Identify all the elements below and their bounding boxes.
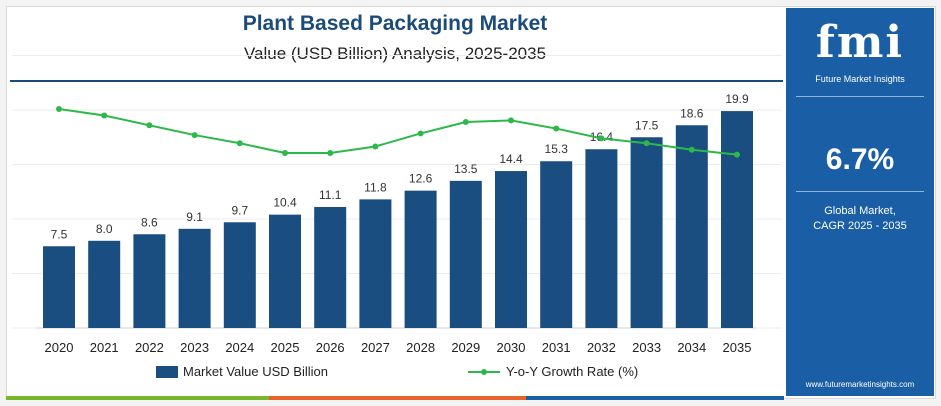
bar-value-label: 8.6 [141, 215, 158, 229]
bar-2024 [223, 222, 256, 328]
fmi-logo: fmi [815, 17, 905, 68]
chart-title: Plant Based Packaging Market [242, 12, 548, 35]
x-tick-label: 2026 [316, 340, 345, 355]
bar-value-label: 11.8 [364, 180, 387, 194]
x-tick-label: 2024 [225, 340, 254, 355]
growth-rate-line [58, 108, 738, 156]
bar-value-label: 18.6 [680, 106, 704, 120]
growth-point-2032 [598, 135, 605, 142]
bar-2021 [88, 240, 121, 328]
cagr-value: 6.7% [825, 143, 895, 176]
accent-bar-orange [269, 396, 526, 400]
growth-point-2023 [191, 132, 198, 139]
bar-value-label: 13.5 [454, 162, 478, 176]
x-tick-label: 2025 [271, 340, 300, 355]
x-tick-label: 2021 [90, 340, 119, 355]
growth-point-2033 [643, 140, 650, 147]
x-tick-label: 2033 [632, 340, 661, 355]
growth-point-2025 [282, 150, 288, 156]
bar-value-label: 12.6 [409, 172, 433, 186]
bar-2027 [359, 199, 392, 328]
sidebar-divider-top [796, 96, 924, 97]
chart-legend: Market Value USD Billion Y-o-Y Growth Ra… [156, 364, 638, 379]
bar-2030 [495, 171, 527, 328]
cagr-label-line1: Global Market, [824, 205, 896, 217]
growth-point-2031 [553, 125, 560, 132]
bar-value-label: 7.5 [51, 227, 68, 241]
cagr-label-line2: CAGR 2025 - 2035 [813, 220, 907, 232]
x-tick-label: 2031 [542, 340, 571, 355]
bar-2025 [269, 214, 301, 328]
bar-2035 [721, 111, 753, 328]
x-tick-label: 2029 [451, 340, 480, 355]
legend-bar-swatch [156, 366, 178, 378]
growth-point-2035 [734, 151, 740, 158]
title-divider [10, 80, 783, 82]
x-tick-label: 2022 [135, 340, 164, 355]
x-tick-label: 2035 [723, 340, 752, 355]
bar-value-label: 17.5 [635, 118, 659, 132]
growth-point-2027 [372, 143, 379, 150]
bar-2031 [540, 161, 573, 328]
bar-value-label: 11.1 [319, 188, 342, 202]
chart-subtitle: Value (USD Billion) Analysis, 2025-2035 [243, 44, 547, 63]
growth-point-2022 [146, 122, 153, 129]
growth-point-2029 [462, 119, 469, 126]
bar-2023 [178, 228, 211, 328]
bar-2026 [314, 207, 347, 328]
sidebar-divider-bottom [796, 191, 924, 192]
bar-2033 [630, 137, 663, 328]
accent-bar-blue [526, 396, 784, 400]
x-tick-label: 2023 [180, 340, 209, 355]
growth-point-2024 [236, 140, 243, 147]
bar-2028 [404, 190, 437, 328]
bar-value-label: 14.4 [499, 152, 523, 166]
bar-value-label: 8.0 [96, 222, 113, 236]
bar-2032 [585, 149, 618, 328]
x-tick-label: 2032 [587, 340, 616, 355]
bar-2029 [449, 180, 482, 328]
website-link[interactable]: www.futuremarketinsights.com [805, 380, 915, 389]
logo-subtitle: Future Market Insights [815, 74, 905, 84]
legend-line-label: Y-o-Y Growth Rate (%) [506, 364, 638, 379]
bar-value-label: 9.1 [186, 210, 203, 224]
growth-point-2021 [101, 112, 108, 119]
x-tick-label: 2030 [497, 340, 526, 355]
growth-point-2030 [508, 117, 514, 124]
growth-point-2028 [417, 130, 424, 137]
growth-point-2020 [56, 105, 62, 112]
bar-2022 [133, 234, 166, 328]
bar-2034 [675, 125, 708, 328]
x-tick-label: 2034 [677, 340, 706, 355]
accent-bar-green [6, 396, 269, 400]
x-tick-label: 2028 [406, 340, 435, 355]
bar-value-label: 19.9 [725, 92, 749, 106]
x-tick-label: 2027 [361, 340, 390, 355]
cagr-label: Global Market, CAGR 2025 - 2035 [786, 204, 934, 234]
x-tick-label: 2020 [45, 340, 74, 355]
legend-bar-label: Market Value USD Billion [183, 364, 328, 379]
legend-line-marker [481, 369, 487, 375]
growth-point-2034 [688, 146, 695, 153]
bar-value-label: 15.3 [545, 142, 569, 156]
bar-value-label: 9.7 [231, 203, 248, 217]
sidebar-panel: fmi Future Market Insights 6.7% Global M… [786, 8, 934, 396]
bar-value-label: 10.4 [273, 196, 297, 210]
bar-2020 [43, 246, 75, 328]
growth-point-2026 [327, 150, 334, 156]
